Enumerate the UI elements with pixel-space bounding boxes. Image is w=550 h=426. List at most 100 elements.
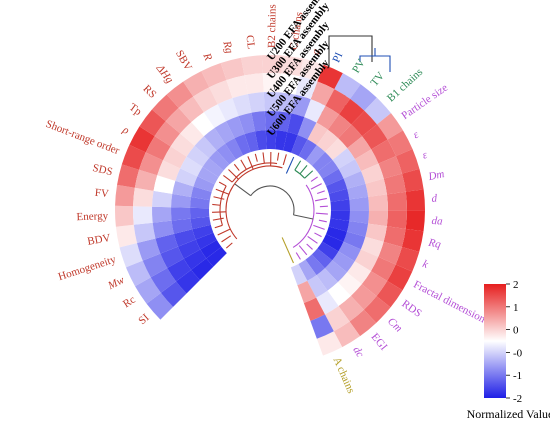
dendrogram-branch [217,228,231,236]
heatmap-cell [351,110,377,137]
dendrogram-branch [295,252,301,260]
variable-label: Cm [385,315,404,334]
dendrogram-branch [276,152,280,161]
dendrogram-branch [315,212,328,215]
heatmap-cell [343,171,366,189]
heatmap-cell [173,229,196,247]
heatmap-cell [166,81,194,108]
variable-label: Homogeneity [57,253,118,283]
heatmap-cell [160,281,187,307]
dendrogram-branch [247,156,254,170]
heatmap-cell [191,186,212,201]
dendrogram-branch [319,205,328,208]
legend-tick-label: 0 [513,325,519,337]
heatmap-cell [262,73,282,93]
dendrogram-branch [212,211,227,213]
heatmap-cell [349,196,369,211]
heatmap-cell [368,194,388,211]
heatmap-cell [203,128,226,151]
heatmap-cell [343,231,366,250]
dendrogram-branch [314,197,327,202]
heatmap-cell [386,191,407,211]
dendrogram-branch [218,181,227,187]
variable-label: B2 chains [266,4,279,48]
heatmap-cell [133,187,154,207]
variable-label: a [309,47,322,56]
variable-label: PI [330,50,345,64]
heatmap-cell [153,175,176,194]
heatmap-cell [322,168,344,187]
heatmap-cell [247,92,265,113]
heatmap-cell [386,210,407,229]
heatmap-cell [117,164,140,188]
dendrogram-branch [234,183,252,197]
heatmap-cell [378,156,403,179]
dendrogram-branch [293,214,314,220]
heatmap-cell [325,138,348,160]
heatmap-cell [401,228,424,252]
heatmap-cell [234,134,251,156]
heatmap-cell [275,130,288,151]
heatmap-cell [333,321,361,348]
heatmap-cell [244,73,264,95]
dendrogram-branch [212,203,221,206]
heatmap-cell [338,159,362,179]
heatmap-cell [297,280,317,304]
heatmap-cell [324,260,347,283]
heatmap-cell [167,258,192,282]
heatmap-cell [194,136,217,159]
heatmap-cell [201,63,227,88]
variable-label: Fractal dimension [411,279,487,326]
dendrogram-branch [214,224,223,229]
heatmap-cell [360,236,384,257]
heatmap-cell [350,284,377,310]
heatmap-cell [307,275,328,298]
dendrogram-branch [281,237,294,264]
heatmap-cell [180,156,203,177]
variable-label: dc [350,345,366,360]
heatmap-cell [175,168,198,187]
heatmap-cell [152,220,174,239]
heatmap-cell [349,210,369,224]
heatmap-cell [290,263,308,286]
heatmap-cell [209,80,233,105]
heatmap-cell [347,183,369,200]
heatmap-cell [325,226,348,242]
heatmap-cell [338,241,361,262]
dendrogram-branch [294,160,302,171]
variable-label: EGI [369,331,390,353]
heatmap-cell [328,188,350,202]
variable-label: Short-range order [44,118,121,157]
heatmap-cell [178,96,204,123]
heatmap-cell [383,226,406,247]
heatmap-cell [327,282,351,307]
dendrogram-branch [310,176,318,182]
heatmap-cell [180,122,204,146]
heatmap-cell [363,296,391,323]
heatmap-cell [200,240,222,259]
dendrogram-branch [314,232,322,238]
variable-label: CL [243,34,257,50]
heatmap-cell [387,264,413,291]
heatmap-cell [327,114,352,139]
heatmap-cell [325,89,351,115]
variable-label: BDV [86,232,111,248]
heatmap-cell [361,163,384,184]
heatmap-cell [170,133,195,157]
variable-label: SI [136,311,152,327]
dendrogram-branch [307,235,318,244]
variable-label: Rc [121,294,138,311]
heatmap-cell [151,206,172,223]
heatmap-cell [330,210,350,221]
heatmap-cell [171,218,193,234]
heatmap-cell [376,113,403,140]
heatmap-cell [305,145,326,166]
heatmap-cell [310,314,334,339]
heatmap-cell [176,269,200,294]
heatmap-cell [316,290,339,315]
heatmap-cell [395,246,420,272]
heatmap-cell [135,277,161,304]
variable-label: ε [411,128,421,141]
heatmap-cell [226,75,248,99]
